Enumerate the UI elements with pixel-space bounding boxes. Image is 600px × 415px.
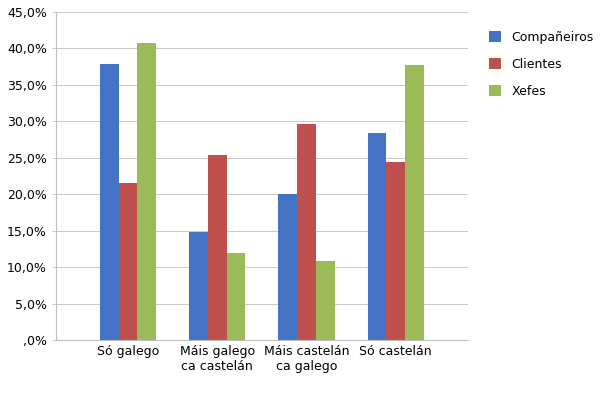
Bar — [208, 155, 227, 340]
Bar — [297, 124, 316, 340]
Legend: Compañeiros, Clientes, Xefes: Compañeiros, Clientes, Xefes — [482, 25, 600, 104]
Bar — [100, 64, 119, 340]
Bar — [137, 43, 156, 340]
Bar — [368, 133, 386, 340]
Bar — [189, 232, 208, 340]
Bar — [405, 65, 424, 340]
Bar — [278, 194, 297, 340]
Bar — [316, 261, 335, 340]
Bar — [227, 254, 245, 340]
Bar — [386, 161, 405, 340]
Bar — [119, 183, 137, 340]
